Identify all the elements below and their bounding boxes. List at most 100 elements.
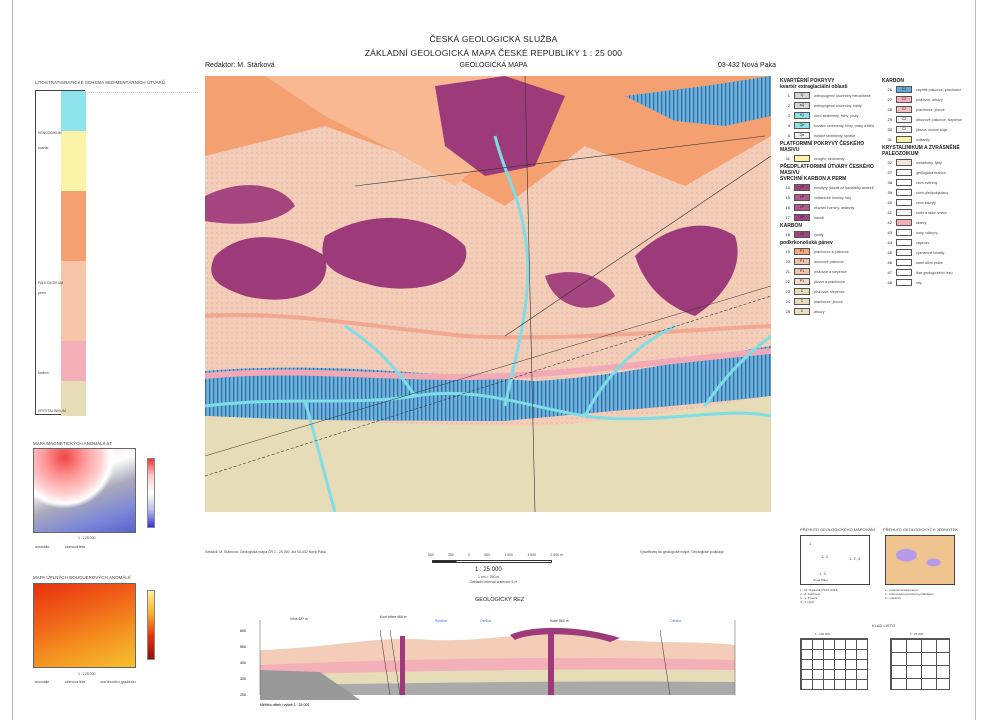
legend-heading: KARBON [882,78,904,84]
legend-number: 16 [785,205,790,210]
legend-item: 32 metadroby, fylity [882,158,977,167]
legend-item: 20 P1 arkózové pískovce [780,257,878,266]
legend-number: 46 [887,260,892,265]
magnetic-title: MAPA MAGNETICKÝCH ANOMÁLIÍ ΔT [33,441,113,446]
legend-swatch [896,209,912,216]
legend-number: 20 [785,259,790,264]
gravity-anomaly-map[interactable] [33,583,136,668]
legend-number: 11 [785,156,790,161]
legend-number: 38 [887,180,892,185]
legend-swatch: λP [794,204,810,211]
mapping-overview-map[interactable]: 1 1, 3 1, 2, 4 1, 3 Nová Paka [800,535,870,585]
orange-band [205,313,771,340]
sheet-index-grid-25k[interactable] [890,638,950,690]
units-overview-map[interactable] [885,535,955,585]
legend-text: pískovce, slepence [814,289,845,294]
legend-item: 39 zlom předpokládaný [882,188,977,197]
legend-item: 47 linie geologického řezu [882,268,977,277]
legend-number: 24 [785,299,790,304]
legend-swatch [896,249,912,256]
legend-text: lomy, odkryvy [916,230,938,235]
sheet-index-grid-100k[interactable] [800,638,868,690]
legend-item: 28 C2 prachovce, jílovce [882,105,977,114]
map-series-title: ZÁKLADNÍ GEOLOGICKÁ MAPA ČESKÉ REPUBLIKY… [364,48,623,58]
legend-item: 5 Qe eolické sedimenty, spraše [780,131,878,140]
legend-item: 48 vrty [882,278,977,287]
section-label: Kozí hřbet 466 m [380,615,407,619]
volcanic-body [205,185,295,224]
legend-swatch [896,189,912,196]
legend-heading: KARBON [780,223,802,229]
legend-item: 11 neogén, sedimenty [780,154,878,163]
legend-item: 21 P1 pískovce a slepence [780,267,878,276]
legend-swatch: λC [794,231,810,238]
legend-number: 31 [887,137,892,142]
legend-item: 18 λC ryolity [780,230,878,239]
volcanic-body [322,217,467,289]
map-type: GEOLOGICKÁ MAPA [459,62,528,69]
legend-swatch: C [794,308,810,315]
legend-text: neogén, sedimenty [814,156,845,161]
legend-text: směr a sklon vrstev [916,210,947,215]
legend-swatch [896,259,912,266]
legend-swatch [896,159,912,166]
legend-text: jílovce a prachovce [814,279,845,284]
geological-cross-section[interactable]: Vrba 427 m Kozí hřbet 466 m Bystřice Ole… [230,610,765,710]
legend-swatch: P1 [794,268,810,275]
legend-text: staré důlní práce [916,260,943,265]
mapping-authors: 1 - M. Stárková (2013–2014) 2 - Z. Cáchov… [800,588,839,604]
legend-text: významné lokality [916,250,945,255]
strat-column: KENOZOIKUM kvartér PALEOZOIKUM perm karb… [35,90,86,416]
svg-text:400: 400 [240,661,246,665]
legend-text: pískovce, arkózy [916,97,943,102]
legend-item: 44 vápenec [882,238,977,247]
legend-item: 45 významné lokality [882,248,977,257]
strat-title: LITOSTRATIGRAFICKÉ SCHEMA SEDIMENTÁRNÍCH… [35,80,166,85]
scale-ticks: 500 250 0 500 1 000 1 500 2 000 m [428,553,563,557]
legend-number: 30 [887,127,892,132]
legend-number: 14 [785,185,790,190]
legend-text: zlom předpokládaný [916,190,949,195]
legend-heading: SVRCHNÍ KARBON A PERM [780,176,847,182]
legend-item: 17 λP bazalt [780,213,878,222]
legend-number: 39 [887,190,892,195]
legend-item: 46 staré důlní práce [882,258,977,267]
legend-swatch: C [794,288,810,295]
legend-text: vápnité pískovce, prachovce [916,87,962,92]
legend-number: 32 [887,160,892,165]
legend-swatch: C2 [896,86,912,93]
legend-item: 16 λP efuzivní horniny, andezity [780,203,878,212]
legend-text: antropogenní uloženiny, haldy [814,103,862,108]
section-label: Oleška [480,619,491,623]
geological-map[interactable] [205,76,771,512]
legend-number: 44 [887,240,892,245]
legend-swatch: P1 [794,258,810,265]
magnetic-anomaly-map[interactable] [33,448,136,533]
legend-swatch [896,169,912,176]
legend-text: zlom zakrytý [916,200,936,205]
legend-number: 1 [787,93,790,98]
svg-text:300: 300 [240,677,246,681]
gravity-title: MAPA ÚPLNÝCH BOUGUEROVÝCH ANOMÁLIÍ [33,575,131,580]
legend-text: ryolity [814,232,824,237]
legend-number: 29 [887,117,892,122]
units-overview-title: PŘEHLED GEOLOGICKÝCH JEDNOTEK [883,527,958,532]
svg-text:500: 500 [240,645,246,649]
legend-text: vrty [916,280,922,285]
sheet-edge-right [975,0,976,720]
legend-swatch: P1 [794,248,810,255]
legend-swatch: λP [794,194,810,201]
legend-number: 45 [887,250,892,255]
legend-item: 14 λP melafyry (bazalt až bazaltický andez… [780,183,878,192]
legend-swatch [896,199,912,206]
legend-number: 21 [785,269,790,274]
legend-number: 40 [887,200,892,205]
section-label: Kotel 560 m [550,619,569,623]
legend-heading: podkrkonošská pánev [780,240,833,246]
legend-item: 42 skarny [882,218,977,227]
magnetic-colorbar [147,458,155,528]
legend-number: 47 [887,270,892,275]
